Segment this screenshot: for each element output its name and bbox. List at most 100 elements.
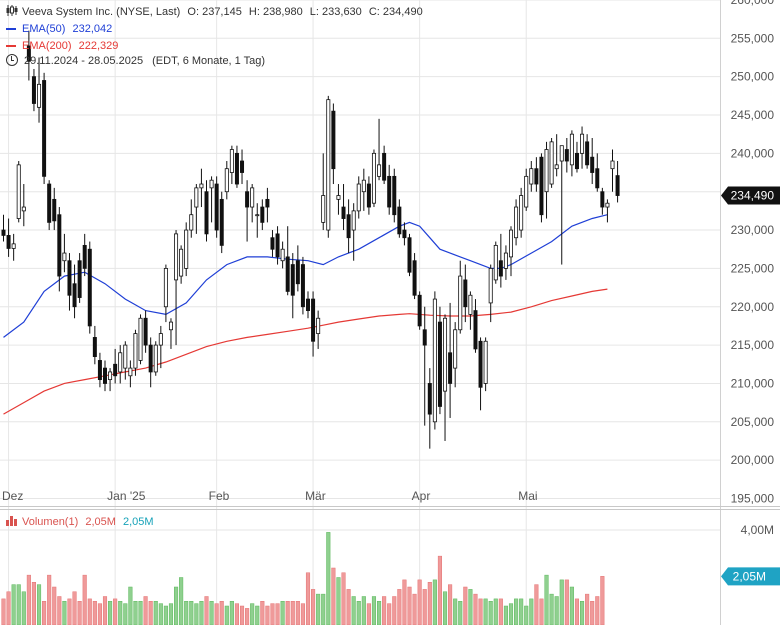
candle-body — [143, 317, 148, 346]
candle-body — [331, 110, 336, 170]
volume-bar — [295, 601, 300, 625]
candle-body — [62, 252, 67, 262]
volume-bar — [534, 584, 539, 625]
volume-bar — [179, 577, 184, 625]
candle-body — [600, 191, 605, 208]
candle-body — [361, 179, 366, 193]
volume-bar — [36, 584, 42, 625]
y-tick-label: 245,000 — [731, 108, 775, 122]
candle-body — [184, 229, 189, 269]
y-tick-label: 205,000 — [731, 415, 775, 429]
volume-bar — [255, 605, 260, 625]
volume-bar — [554, 596, 559, 625]
candle-body — [585, 141, 590, 166]
volume-bar — [311, 589, 316, 625]
candle-body — [305, 298, 310, 311]
ema50-value: 232,042 — [72, 23, 113, 35]
candle-body — [432, 298, 437, 423]
volume-bar — [397, 589, 402, 625]
candle-body — [463, 279, 468, 308]
volume-bar — [285, 601, 290, 625]
ema200-swatch — [6, 45, 16, 48]
candle-body — [316, 317, 321, 334]
candle-body — [514, 206, 519, 239]
candle-body — [42, 80, 47, 177]
candle-body — [407, 237, 412, 273]
volume-bar — [199, 601, 204, 625]
volume-bar — [158, 603, 163, 625]
candle-body — [508, 229, 513, 258]
volume-value-red: 2,05M — [85, 516, 116, 528]
volume-bar — [62, 601, 67, 625]
candle-body — [519, 195, 524, 231]
y-tick-label: 215,000 — [731, 338, 775, 352]
volume-bar — [6, 591, 11, 625]
volume-bar — [326, 532, 331, 625]
volume-bar — [453, 598, 458, 625]
candle-body — [483, 340, 488, 384]
volume-bar — [87, 598, 92, 625]
volume-bar — [371, 596, 377, 625]
ema50-legend[interactable]: EMA(50) 232,042 — [6, 22, 112, 36]
candle-body — [194, 187, 199, 208]
y-tick-label: 260,000 — [731, 0, 775, 7]
volume-bar — [219, 601, 224, 625]
candle-body — [179, 248, 184, 277]
volume-bar — [184, 601, 189, 625]
candle-body — [87, 248, 92, 327]
volume-bar — [519, 598, 524, 625]
volume-bar — [483, 598, 488, 625]
candle-body — [458, 275, 463, 331]
volume-bar — [498, 598, 503, 625]
volume-bar — [549, 593, 554, 625]
volume-bar — [57, 596, 62, 625]
volume-bar — [153, 601, 158, 625]
volume-bar — [1, 598, 6, 625]
volume-bar — [138, 601, 143, 625]
candle-body — [285, 256, 290, 292]
volume-bar — [77, 601, 82, 625]
last-price-label: 234,490 — [731, 189, 775, 203]
volume-bar — [300, 603, 305, 625]
candle-body — [128, 367, 133, 377]
y-tick-label: 250,000 — [731, 70, 775, 84]
candle-body — [67, 260, 72, 296]
candle-body — [118, 352, 123, 373]
candle-body — [366, 183, 371, 208]
volume-bar — [544, 574, 549, 625]
candle-body — [427, 383, 432, 415]
y-tick-label: 255,000 — [731, 31, 775, 45]
volume-bar — [250, 603, 255, 625]
volume-bar — [377, 601, 382, 625]
volume-bar — [42, 601, 47, 625]
ema200-legend[interactable]: EMA(200) 222,329 — [6, 39, 118, 53]
volume-bar — [128, 586, 133, 625]
open-value: 237,145 — [202, 6, 242, 18]
candle-body — [392, 175, 397, 216]
candle-body — [280, 248, 285, 262]
candle-body — [72, 283, 77, 308]
candle-body — [311, 298, 316, 342]
volume-bar — [585, 593, 590, 625]
candle-body — [245, 191, 250, 208]
volume-axis-label: 4,00M — [741, 523, 774, 537]
candle-body — [326, 99, 331, 231]
volume-bar — [270, 603, 275, 625]
candle-body — [417, 294, 422, 327]
volume-bar — [321, 593, 326, 625]
y-tick-label: 240,000 — [731, 146, 775, 160]
volume-bar — [569, 586, 574, 625]
candle-body — [300, 264, 305, 308]
candle-body — [224, 168, 229, 193]
volume-bar — [224, 605, 229, 625]
volume-bar — [204, 596, 209, 625]
volume-bar — [331, 567, 336, 625]
candle-body — [559, 145, 564, 162]
volume-bar — [432, 579, 437, 625]
volume-bar — [143, 596, 148, 625]
volume-bar — [290, 601, 295, 625]
volume-bar — [174, 586, 179, 625]
volume-bar — [564, 579, 569, 625]
chart-header: Veeva System Inc. (NYSE, Last) O: 237,14… — [6, 5, 423, 19]
